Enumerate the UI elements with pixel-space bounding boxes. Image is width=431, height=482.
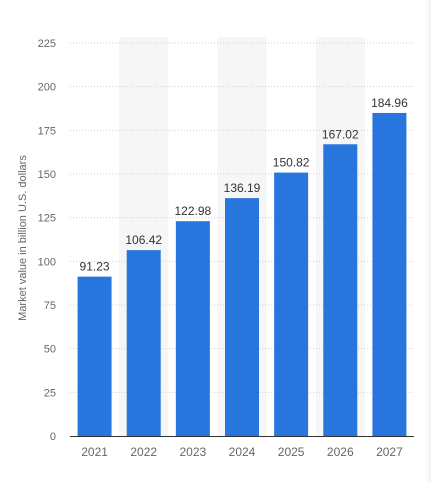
y-tick-label: 200	[38, 82, 56, 94]
y-tick-label: 150	[38, 169, 56, 181]
y-tick-label: 175	[38, 125, 56, 137]
data-labels: 91.23 106.42 122.98 136.19 150.82 167.02 184.9…	[80, 96, 409, 274]
x-tick-label-2021: 2021	[81, 445, 108, 459]
data-label-2026: 167.02	[322, 127, 359, 141]
bars	[77, 112, 407, 437]
y-axis-label: Market value in billion U.S. dollars	[17, 155, 29, 321]
y-tick-label: 125	[38, 213, 56, 225]
data-label-2021: 91.23	[80, 260, 110, 274]
x-tick-label-2025: 2025	[278, 445, 305, 459]
x-tick-label-2027: 2027	[376, 445, 403, 459]
bar-2022	[126, 250, 161, 436]
y-tick-label: 225	[38, 38, 56, 50]
y-axis-ticks: 0 25 50 75 100 125 150 175 200 225	[38, 38, 56, 443]
y-tick-label: 0	[50, 431, 56, 443]
data-label-2022: 106.42	[125, 233, 162, 247]
bar-2023	[175, 221, 210, 436]
panel-edge	[425, 0, 431, 482]
data-label-2025: 150.82	[273, 156, 310, 170]
y-tick-label: 25	[44, 387, 56, 399]
y-tick-label: 75	[44, 300, 56, 312]
bar-2021	[77, 276, 112, 436]
data-label-2023: 122.98	[175, 204, 212, 218]
y-tick-label: 100	[38, 256, 56, 268]
x-tick-label-2026: 2026	[327, 445, 354, 459]
x-tick-label-2024: 2024	[229, 445, 256, 459]
data-label-2027: 184.96	[371, 96, 408, 110]
x-tick-label-2023: 2023	[180, 445, 207, 459]
bar-2026	[323, 144, 358, 436]
bar-2024	[225, 198, 259, 436]
data-label-2024: 136.19	[224, 181, 261, 195]
bar-2025	[274, 172, 309, 436]
x-tick-label-2022: 2022	[130, 445, 157, 459]
x-axis-ticks: 2021 2022 2023 2024 2025 2026 2027	[81, 445, 403, 459]
bar-2027	[372, 112, 407, 437]
y-tick-label: 50	[44, 344, 56, 356]
